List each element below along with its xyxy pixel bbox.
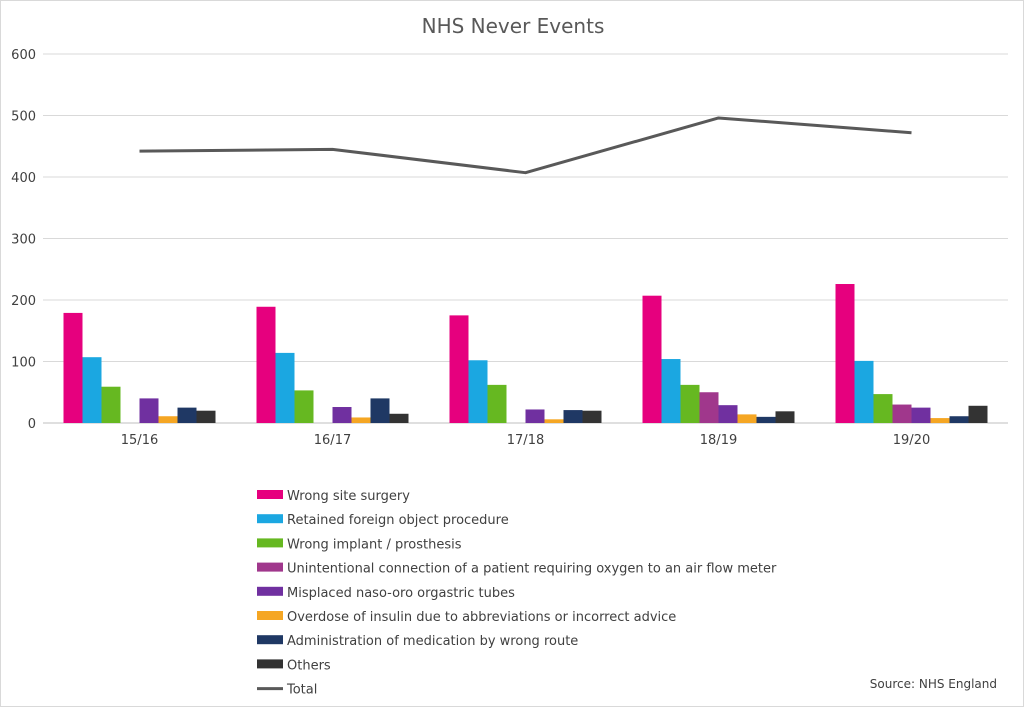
y-tick-label: 0: [28, 417, 36, 432]
legend-item: Wrong site surgery: [257, 489, 410, 504]
bar-overdose-of-insulin-due-to-abbreviations-or-incorrect-advice: [737, 414, 757, 423]
legend-label: Misplaced naso-oro orgastric tubes: [287, 586, 515, 601]
legend-label: Total: [286, 683, 317, 698]
x-tick-label: 16/17: [314, 433, 351, 448]
bar-misplaced-naso-oro-orgastric-tubes: [911, 407, 931, 423]
legend-label: Retained foreign object procedure: [287, 513, 509, 528]
bar-others: [389, 413, 409, 423]
legend-swatch: [257, 635, 283, 645]
legend-item: Others: [257, 658, 331, 673]
bar-others: [196, 410, 216, 423]
bars: [63, 284, 988, 423]
legend-item: Retained foreign object procedure: [257, 513, 509, 528]
bar-retained-foreign-object-procedure: [661, 359, 681, 423]
legend-item: Administration of medication by wrong ro…: [257, 634, 578, 649]
bar-wrong-implant-prosthesis: [873, 394, 893, 423]
bar-administration-of-medication-by-wrong-route: [370, 398, 390, 423]
bar-others: [775, 411, 795, 423]
total-line: [139, 116, 912, 175]
y-tick-label: 600: [11, 48, 36, 63]
y-tick-label: 100: [11, 356, 36, 371]
chart-title: NHS Never Events: [422, 14, 605, 38]
legend-item: Overdose of insulin due to abbreviations…: [257, 610, 676, 625]
legend-swatch: [257, 514, 283, 524]
bar-administration-of-medication-by-wrong-route: [949, 416, 969, 423]
bar-wrong-site-surgery: [256, 306, 276, 423]
bar-misplaced-naso-oro-orgastric-tubes: [525, 409, 545, 423]
bar-overdose-of-insulin-due-to-abbreviations-or-incorrect-advice: [544, 419, 564, 423]
bar-administration-of-medication-by-wrong-route: [563, 410, 583, 423]
legend-swatch: [257, 562, 283, 572]
y-tick-label: 400: [11, 171, 36, 186]
legend-label: Wrong site surgery: [287, 489, 410, 504]
bar-wrong-site-surgery: [642, 295, 662, 423]
bar-administration-of-medication-by-wrong-route: [177, 407, 197, 423]
bar-wrong-implant-prosthesis: [294, 390, 314, 423]
legend-item: Unintentional connection of a patient re…: [257, 562, 777, 577]
bar-wrong-site-surgery: [63, 312, 83, 423]
bar-unintentional-connection-of-a-patient-requiring-oxygen-to-an-air-flow-meter: [892, 404, 912, 423]
bar-retained-foreign-object-procedure: [468, 360, 488, 423]
bar-wrong-site-surgery: [449, 315, 469, 423]
y-axis: 0 100 200 300 400 500 600: [11, 48, 36, 432]
x-axis: 15/16 16/17 17/18 18/19 19/20: [121, 433, 930, 448]
bar-misplaced-naso-oro-orgastric-tubes: [332, 407, 352, 423]
x-tick-label: 15/16: [121, 433, 158, 448]
bar-wrong-site-surgery: [835, 284, 855, 423]
legend-swatch: [257, 659, 283, 669]
bar-wrong-implant-prosthesis: [487, 384, 507, 423]
legend-label: Overdose of insulin due to abbreviations…: [287, 610, 676, 625]
legend-label: Unintentional connection of a patient re…: [287, 562, 777, 577]
source-note: Source: NHS England: [870, 677, 997, 691]
y-tick-label: 500: [11, 110, 36, 125]
x-tick-label: 17/18: [507, 433, 544, 448]
legend-item: Wrong implant / prosthesis: [257, 537, 462, 552]
legend-swatch: [257, 538, 283, 548]
bar-wrong-implant-prosthesis: [680, 384, 700, 423]
legend-item: Misplaced naso-oro orgastric tubes: [257, 586, 515, 601]
bar-administration-of-medication-by-wrong-route: [756, 416, 776, 423]
legend-swatch: [257, 586, 283, 596]
legend-swatch: [257, 611, 283, 620]
bar-misplaced-naso-oro-orgastric-tubes: [139, 398, 159, 423]
bar-retained-foreign-object-procedure: [82, 357, 102, 423]
bar-others: [968, 405, 988, 423]
x-tick-label: 18/19: [700, 433, 737, 448]
bar-overdose-of-insulin-due-to-abbreviations-or-incorrect-advice: [930, 418, 950, 423]
legend-swatch: [257, 490, 283, 499]
legend-label: Wrong implant / prosthesis: [287, 537, 462, 552]
bar-misplaced-naso-oro-orgastric-tubes: [718, 405, 738, 423]
x-tick-label: 19/20: [893, 433, 930, 448]
legend: Wrong site surgery Retained foreign objec…: [257, 489, 777, 698]
legend-label: Others: [287, 658, 331, 673]
legend-item: Total: [257, 683, 317, 698]
bar-retained-foreign-object-procedure: [854, 360, 874, 423]
bar-overdose-of-insulin-due-to-abbreviations-or-incorrect-advice: [158, 416, 178, 423]
bar-wrong-implant-prosthesis: [101, 386, 121, 423]
legend-label: Administration of medication by wrong ro…: [287, 634, 578, 649]
grid-lines: [43, 53, 1008, 424]
y-tick-label: 300: [11, 233, 36, 248]
bar-overdose-of-insulin-due-to-abbreviations-or-incorrect-advice: [351, 417, 371, 423]
line-total: [139, 116, 912, 175]
bar-retained-foreign-object-procedure: [275, 352, 295, 423]
y-tick-label: 200: [11, 294, 36, 309]
bar-others: [582, 410, 602, 423]
bar-unintentional-connection-of-a-patient-requiring-oxygen-to-an-air-flow-meter: [699, 392, 719, 423]
